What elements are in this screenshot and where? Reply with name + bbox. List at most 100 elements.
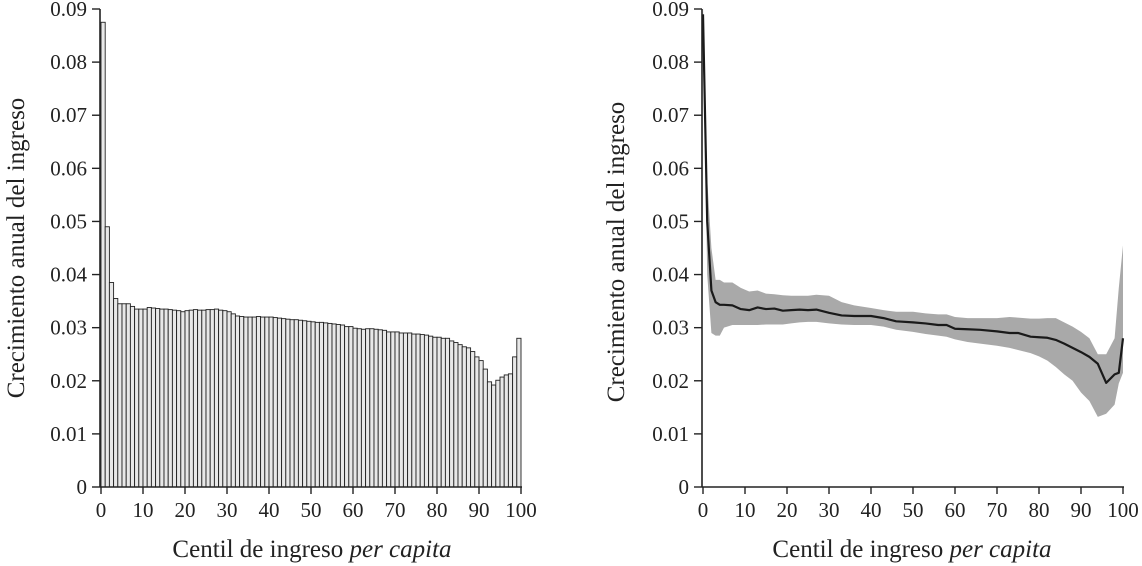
y-tick-label: 0: [679, 475, 690, 499]
x-tick-label: 0: [698, 498, 709, 522]
x-tick-label: 50: [903, 498, 924, 522]
series-line: [701, 14, 1125, 384]
bar: [457, 344, 463, 488]
bar: [386, 331, 392, 488]
bar: [155, 308, 161, 488]
bar: [180, 311, 186, 488]
bar: [306, 320, 312, 488]
bar: [230, 313, 236, 488]
bar: [360, 328, 367, 488]
bar: [264, 316, 270, 488]
y-tick-label: 0: [77, 475, 88, 499]
bar: [281, 318, 287, 488]
bar: [348, 326, 354, 488]
bar: [268, 316, 274, 488]
bar: [197, 309, 203, 488]
y-tick-label: 0.05: [50, 209, 87, 233]
y-tick-label: 0.02: [50, 369, 87, 393]
y-tick-label: 0.01: [652, 422, 689, 446]
bar: [323, 322, 329, 488]
x-tick-label: 70: [385, 498, 406, 522]
bar-chart-panel: Crecimiento anual del ingreso Centil de …: [3, 0, 537, 563]
bar: [117, 303, 123, 488]
y-tick-label: 0.08: [652, 50, 689, 74]
bar: [318, 321, 325, 488]
y-tick-label: 0.06: [652, 156, 689, 180]
x-tick-label: 90: [469, 498, 490, 522]
bar: [159, 308, 165, 488]
bar: [507, 373, 514, 488]
bar: [339, 324, 346, 488]
bar: [377, 329, 383, 488]
bar: [398, 332, 404, 488]
bar: [192, 309, 199, 488]
x-tick-label: 20: [777, 498, 798, 522]
y-tick-label: 0.04: [652, 263, 689, 287]
bar: [512, 356, 518, 488]
x-tick-label: 80: [1029, 498, 1050, 522]
bar: [491, 384, 497, 488]
bar: [104, 226, 110, 488]
bar: [272, 317, 278, 488]
line-chart-panel: Crecimiento anual del ingreso Centil de …: [603, 0, 1139, 563]
bar: [226, 311, 232, 488]
y-tick-label: 0.03: [652, 316, 689, 340]
bar: [125, 303, 131, 488]
bar: [465, 347, 472, 488]
bar: [188, 309, 194, 488]
x-tick-label: 80: [427, 498, 448, 522]
y-tick-label: 0.05: [652, 209, 689, 233]
x-axis-title: Centil de ingreso per capita: [772, 536, 1051, 563]
bar: [176, 310, 182, 488]
bar: [213, 308, 220, 488]
bar: [113, 298, 119, 488]
bar: [142, 308, 148, 488]
bar: [344, 326, 350, 488]
y-tick-label: 0.03: [50, 316, 87, 340]
bar: [276, 317, 283, 488]
x-tick-label: 60: [945, 498, 966, 522]
x-tick-label: 30: [217, 498, 238, 522]
y-axis-title: Crecimiento anual del ingreso: [3, 98, 30, 399]
bar: [381, 329, 388, 488]
bar: [482, 368, 488, 488]
bar: [285, 318, 291, 488]
x-tick-label: 40: [861, 498, 882, 522]
bar: [461, 346, 467, 488]
confidence-band: [703, 6, 1123, 417]
bar: [201, 309, 207, 488]
bar: [171, 309, 178, 488]
bar: [432, 336, 438, 488]
bar: [331, 323, 337, 488]
y-tick-label: 0.07: [652, 103, 689, 127]
bar: [222, 310, 228, 488]
bar: [453, 342, 459, 488]
bar: [419, 334, 425, 488]
bar: [394, 331, 400, 488]
bar: [218, 309, 224, 488]
bar: [134, 308, 140, 488]
y-tick-label: 0.06: [50, 156, 87, 180]
x-tick-label: 0: [96, 498, 107, 522]
bar: [205, 309, 211, 488]
bar: [369, 328, 375, 488]
bar: [352, 327, 358, 488]
x-tick-label: 40: [259, 498, 280, 522]
bar: [163, 308, 169, 488]
y-tick-label: 0.09: [50, 0, 87, 21]
x-axis-title-italic: per capita: [947, 536, 1051, 563]
y-tick-label: 0.04: [50, 263, 87, 287]
x-tick-label: 90: [1071, 498, 1092, 522]
y-axis-title: Crecimiento anual del ingreso: [603, 102, 630, 403]
bar: [390, 331, 396, 488]
bar: [407, 332, 413, 488]
x-tick-label: 10: [133, 498, 154, 522]
x-axis-title: Centil de ingreso per capita: [172, 536, 451, 563]
bar: [121, 303, 127, 488]
y-tick-label: 0.08: [50, 50, 87, 74]
x-tick-label: 20: [175, 498, 196, 522]
x-tick-label: 100: [505, 498, 537, 522]
bar: [499, 376, 505, 488]
bar: [289, 319, 295, 488]
